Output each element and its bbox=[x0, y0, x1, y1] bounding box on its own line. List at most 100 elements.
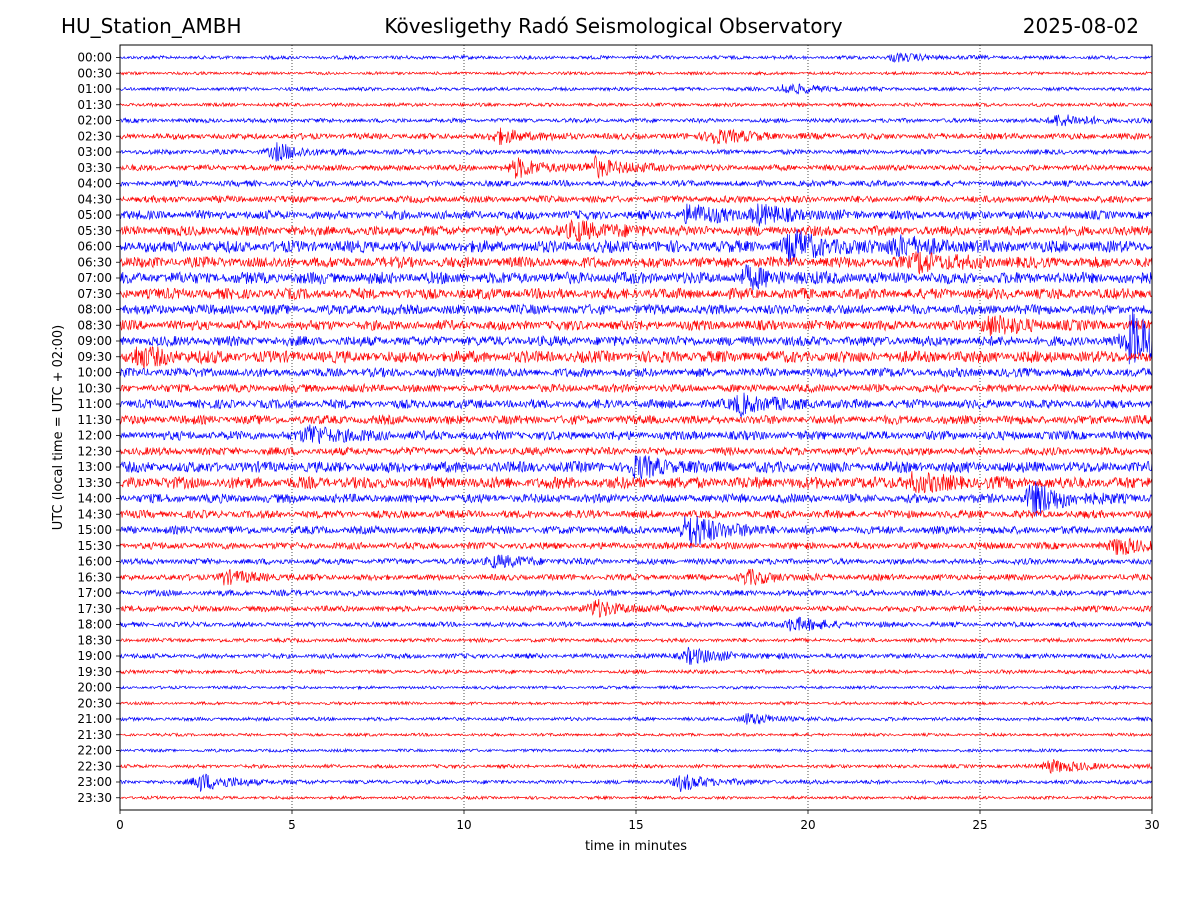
x-tick-label: 15 bbox=[628, 818, 643, 832]
x-tick-label: 30 bbox=[1144, 818, 1159, 832]
y-tick-label: 20:30 bbox=[77, 696, 112, 710]
trace-2130 bbox=[120, 731, 1152, 738]
y-tick-label: 01:30 bbox=[77, 98, 112, 112]
y-tick-label: 19:30 bbox=[77, 665, 112, 679]
y-tick-label: 00:30 bbox=[77, 66, 112, 80]
y-tick-label: 06:00 bbox=[77, 240, 112, 254]
trace-1700 bbox=[120, 588, 1152, 598]
y-tick-label: 11:00 bbox=[77, 397, 112, 411]
trace-0400 bbox=[120, 179, 1152, 188]
trace-2300 bbox=[120, 773, 1152, 792]
trace-0430 bbox=[120, 194, 1152, 204]
trace-1930 bbox=[120, 668, 1152, 675]
trace-2030 bbox=[120, 700, 1152, 707]
trace-1400 bbox=[120, 481, 1152, 517]
y-tick-label: 04:00 bbox=[77, 177, 112, 191]
y-tick-label: 16:30 bbox=[77, 570, 112, 584]
trace-1500 bbox=[120, 515, 1152, 549]
trace-0200 bbox=[120, 114, 1152, 127]
trace-0030 bbox=[120, 70, 1152, 76]
trace-0730 bbox=[120, 287, 1152, 301]
trace-2100 bbox=[120, 712, 1152, 725]
y-tick-label: 19:00 bbox=[77, 649, 112, 663]
y-tick-label: 07:30 bbox=[77, 287, 112, 301]
trace-0630 bbox=[120, 251, 1152, 275]
y-tick-label: 12:00 bbox=[77, 429, 112, 443]
y-tick-label: 08:30 bbox=[77, 318, 112, 332]
trace-1230 bbox=[120, 446, 1152, 457]
y-tick-label: 11:30 bbox=[77, 413, 112, 427]
y-tick-label: 15:00 bbox=[77, 523, 112, 537]
y-tick-label: 05:00 bbox=[77, 208, 112, 222]
x-tick-label: 25 bbox=[972, 818, 987, 832]
trace-1830 bbox=[120, 636, 1152, 644]
y-tick-label: 01:00 bbox=[77, 82, 112, 96]
y-tick-label: 17:30 bbox=[77, 602, 112, 616]
y-tick-label: 23:00 bbox=[77, 775, 112, 789]
trace-1200 bbox=[120, 424, 1152, 444]
y-tick-label: 21:30 bbox=[77, 728, 112, 742]
trace-2000 bbox=[120, 684, 1152, 691]
trace-1100 bbox=[120, 392, 1152, 418]
y-tick-label: 22:30 bbox=[77, 759, 112, 773]
y-axis-label: UTC (local time = UTC + 02:00) bbox=[51, 325, 66, 530]
y-tick-label: 17:00 bbox=[77, 586, 112, 600]
trace-2200 bbox=[120, 747, 1152, 754]
x-tick-label: 10 bbox=[456, 818, 471, 832]
x-tick-label: 0 bbox=[116, 818, 124, 832]
x-tick-label: 5 bbox=[288, 818, 296, 832]
y-tick-label: 14:30 bbox=[77, 507, 112, 521]
y-tick-label: 03:30 bbox=[77, 161, 112, 175]
y-tick-label: 21:00 bbox=[77, 712, 112, 726]
y-tick-label: 12:30 bbox=[77, 444, 112, 458]
station-name: HU_Station_AMBH bbox=[61, 14, 242, 38]
y-tick-label: 16:00 bbox=[77, 555, 112, 569]
trace-1300 bbox=[120, 455, 1152, 480]
trace-0000 bbox=[120, 52, 1152, 63]
trace-1000 bbox=[120, 366, 1152, 379]
y-tick-label: 04:30 bbox=[77, 192, 112, 206]
y-tick-label: 00:00 bbox=[77, 51, 112, 65]
traces bbox=[120, 52, 1152, 801]
trace-0900 bbox=[120, 311, 1152, 365]
y-tick-label: 02:30 bbox=[77, 129, 112, 143]
trace-1430 bbox=[120, 509, 1152, 520]
y-tick-label: 09:00 bbox=[77, 334, 112, 348]
trace-0230 bbox=[120, 127, 1152, 146]
x-axis-label: time in minutes bbox=[585, 839, 687, 854]
trace-1030 bbox=[120, 382, 1152, 394]
trace-0130 bbox=[120, 101, 1152, 108]
y-tick-label: 08:00 bbox=[77, 303, 112, 317]
y-tick-label: 07:00 bbox=[77, 271, 112, 285]
trace-0700 bbox=[120, 264, 1152, 291]
trace-1330 bbox=[120, 471, 1152, 494]
trace-0800 bbox=[120, 303, 1152, 316]
y-tick-label: 02:00 bbox=[77, 114, 112, 128]
y-tick-label: 22:00 bbox=[77, 744, 112, 758]
trace-0600 bbox=[120, 228, 1152, 265]
y-tick-label: 18:00 bbox=[77, 618, 112, 632]
trace-1800 bbox=[120, 616, 1152, 632]
trace-0330 bbox=[120, 154, 1152, 180]
y-tick-label: 15:30 bbox=[77, 539, 112, 553]
chart-date: 2025-08-02 bbox=[1022, 14, 1139, 38]
trace-1130 bbox=[120, 413, 1152, 426]
y-tick-label: 20:00 bbox=[77, 681, 112, 695]
trace-1630 bbox=[120, 568, 1152, 586]
trace-0500 bbox=[120, 203, 1152, 227]
y-tick-label: 13:30 bbox=[77, 476, 112, 490]
x-tick-label: 20 bbox=[800, 818, 815, 832]
y-tick-label: 14:00 bbox=[77, 492, 112, 506]
trace-0300 bbox=[120, 142, 1152, 162]
y-tick-label: 23:30 bbox=[77, 791, 112, 805]
y-tick-label: 10:00 bbox=[77, 366, 112, 380]
y-tick-label: 18:30 bbox=[77, 633, 112, 647]
trace-0930 bbox=[120, 346, 1152, 370]
y-tick-label: 13:00 bbox=[77, 460, 112, 474]
chart-title: Kövesligethy Radó Seismological Observat… bbox=[384, 14, 843, 38]
trace-0100 bbox=[120, 83, 1152, 95]
y-tick-label: 05:30 bbox=[77, 224, 112, 238]
trace-2330 bbox=[120, 794, 1152, 801]
trace-1530 bbox=[120, 537, 1152, 556]
